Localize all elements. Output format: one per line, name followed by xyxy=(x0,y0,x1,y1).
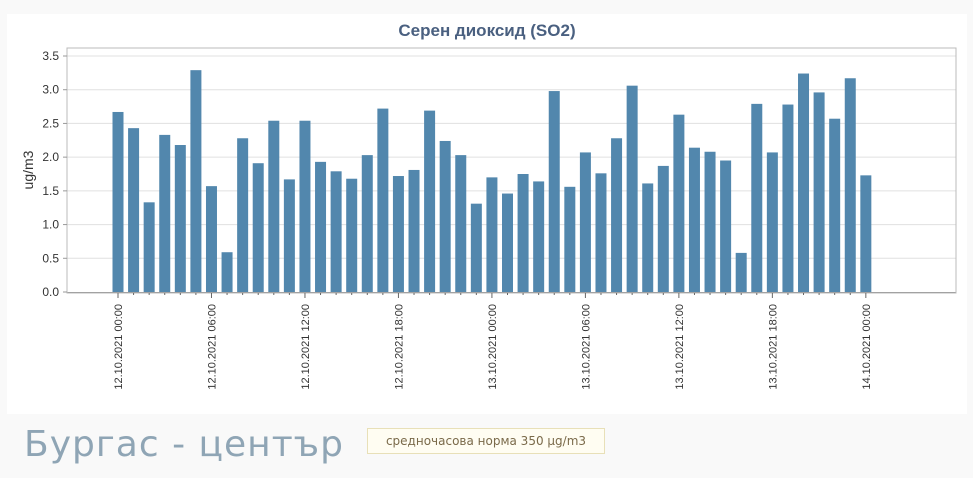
bar xyxy=(860,175,872,292)
bar xyxy=(128,128,140,292)
y-tick-label: 1.5 xyxy=(42,184,59,198)
bar xyxy=(112,111,124,292)
x-tick-label: 13.10.2021 06:00 xyxy=(580,304,592,390)
bar xyxy=(299,120,311,292)
so2-bar-chart: Серен диоксид (SO2) ug/m3 0.0 0.5 1.0 1.5 2.… xyxy=(20,21,957,390)
bar xyxy=(611,138,623,292)
x-tick-label: 13.10.2021 00:00 xyxy=(487,304,499,390)
y-axis-label: ug/m3 xyxy=(20,150,36,189)
bar xyxy=(190,70,202,292)
x-tick-label: 12.10.2021 12:00 xyxy=(300,304,312,390)
x-tick-label: 12.10.2021 06:00 xyxy=(206,304,218,390)
bar xyxy=(143,202,155,292)
chart-title: Серен диоксид (SO2) xyxy=(398,21,575,40)
bars xyxy=(112,70,872,293)
plot-frame xyxy=(66,47,957,294)
x-tick-label: 13.10.2021 18:00 xyxy=(767,304,779,390)
bar xyxy=(439,140,451,292)
chart-panel: Серен диоксид (SO2) ug/m3 0.0 0.5 1.0 1.5 2.… xyxy=(7,14,967,414)
bar xyxy=(579,152,591,292)
bar xyxy=(361,155,373,292)
bar xyxy=(720,160,732,292)
bar xyxy=(424,110,436,293)
x-tick-label: 12.10.2021 00:00 xyxy=(113,304,125,390)
bar xyxy=(782,104,794,292)
bar xyxy=(657,165,669,292)
bar xyxy=(564,186,576,292)
bar xyxy=(377,108,389,292)
bar xyxy=(174,145,186,292)
bar xyxy=(330,171,342,292)
bar xyxy=(517,174,529,292)
bar xyxy=(159,134,171,292)
bar xyxy=(704,151,716,292)
bar xyxy=(455,155,467,292)
norm-label: средночасова норма 350 µg/m3 xyxy=(385,434,587,448)
norm-badge: средночасова норма 350 µg/m3 xyxy=(367,428,605,454)
bar xyxy=(798,73,810,292)
bar xyxy=(751,103,763,293)
bar xyxy=(283,179,295,292)
station-name: Бургас - център xyxy=(24,424,344,465)
y-tick-label: 1.0 xyxy=(42,218,59,232)
y-tick-label: 2.0 xyxy=(42,150,59,164)
y-tick-labels: 0.0 0.5 1.0 1.5 2.0 2.5 3.0 3.5 xyxy=(42,49,67,299)
bar xyxy=(642,183,654,292)
bar xyxy=(392,176,404,292)
bar xyxy=(205,186,217,292)
y-tick-label: 0.5 xyxy=(42,251,59,265)
bar xyxy=(252,163,264,292)
x-tick-label: 13.10.2021 12:00 xyxy=(674,304,686,390)
y-tick-label: 3.0 xyxy=(42,83,59,97)
bar xyxy=(735,252,747,292)
bar xyxy=(221,252,233,292)
y-tick-label: 3.5 xyxy=(42,49,59,63)
x-tick-label: 12.10.2021 18:00 xyxy=(393,304,405,390)
bar xyxy=(408,169,420,292)
bar xyxy=(813,92,825,292)
x-tick-label: 14.10.2021 00:00 xyxy=(861,304,873,390)
bar xyxy=(486,177,498,292)
bar xyxy=(502,193,513,292)
bar xyxy=(533,181,545,292)
bar xyxy=(268,120,280,292)
bar xyxy=(595,173,607,292)
x-tick-labels: 12.10.2021 00:00 12.10.2021 06:00 12.10.20… xyxy=(113,293,873,390)
bar xyxy=(626,85,638,292)
y-tick-label: 0.0 xyxy=(42,285,59,299)
bar xyxy=(766,152,778,292)
bar xyxy=(346,178,358,292)
bar xyxy=(844,78,856,292)
bar xyxy=(829,118,841,293)
bar xyxy=(548,91,560,292)
bar xyxy=(470,203,482,292)
bar xyxy=(688,147,700,292)
bar xyxy=(315,161,327,292)
bar xyxy=(237,138,249,292)
bar xyxy=(673,114,685,292)
y-tick-label: 2.5 xyxy=(42,116,59,130)
